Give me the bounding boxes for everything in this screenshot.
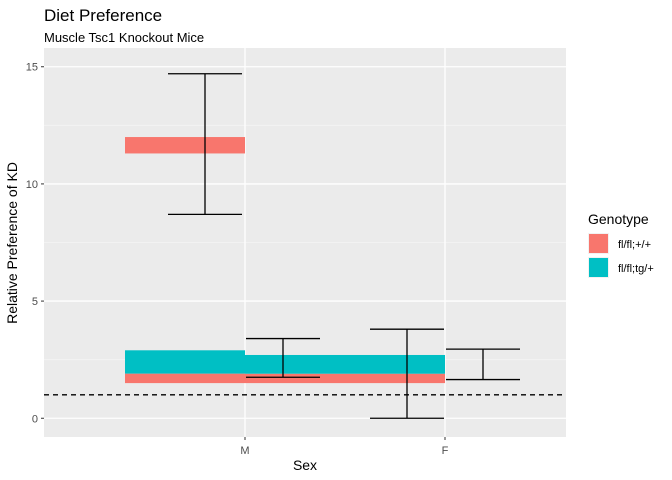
error-bars: [168, 73, 520, 419]
legend-label: fl/fl;+/+: [618, 239, 651, 251]
y-axis-title: Relative Preference of KD: [4, 162, 20, 324]
bar-fl/fl;+/+: [125, 137, 245, 154]
legend: Genotype fl/fl;+/+ fl/fl;tg/+: [588, 211, 654, 278]
x-tick-label: F: [442, 445, 449, 457]
y-tick-label: 15: [26, 62, 38, 74]
legend-label: fl/fl;tg/+: [618, 263, 654, 275]
y-tick-label: 10: [26, 179, 38, 191]
bands: [125, 137, 445, 384]
bar-fl/fl;tg/+: [125, 350, 245, 374]
y-tick-label: 0: [32, 413, 38, 425]
x-tick-label: M: [240, 445, 249, 457]
bar-fl/fl;tg/+: [245, 354, 445, 374]
x-axis-title: Sex: [293, 457, 317, 473]
legend-swatch: [589, 234, 608, 253]
bar-fl/fl;+/+: [125, 373, 445, 384]
error-bar: [370, 328, 444, 419]
y-axis: 0 5 10 15: [26, 62, 44, 425]
error-bar: [446, 348, 520, 381]
legend-swatch: [589, 258, 608, 277]
error-bar: [246, 337, 320, 378]
chart-title: Diet Preference: [44, 6, 162, 25]
error-bar: [168, 73, 242, 216]
chart-subtitle: Muscle Tsc1 Knockout Mice: [44, 30, 204, 45]
y-tick-label: 5: [32, 296, 38, 308]
legend-title: Genotype: [588, 211, 649, 227]
